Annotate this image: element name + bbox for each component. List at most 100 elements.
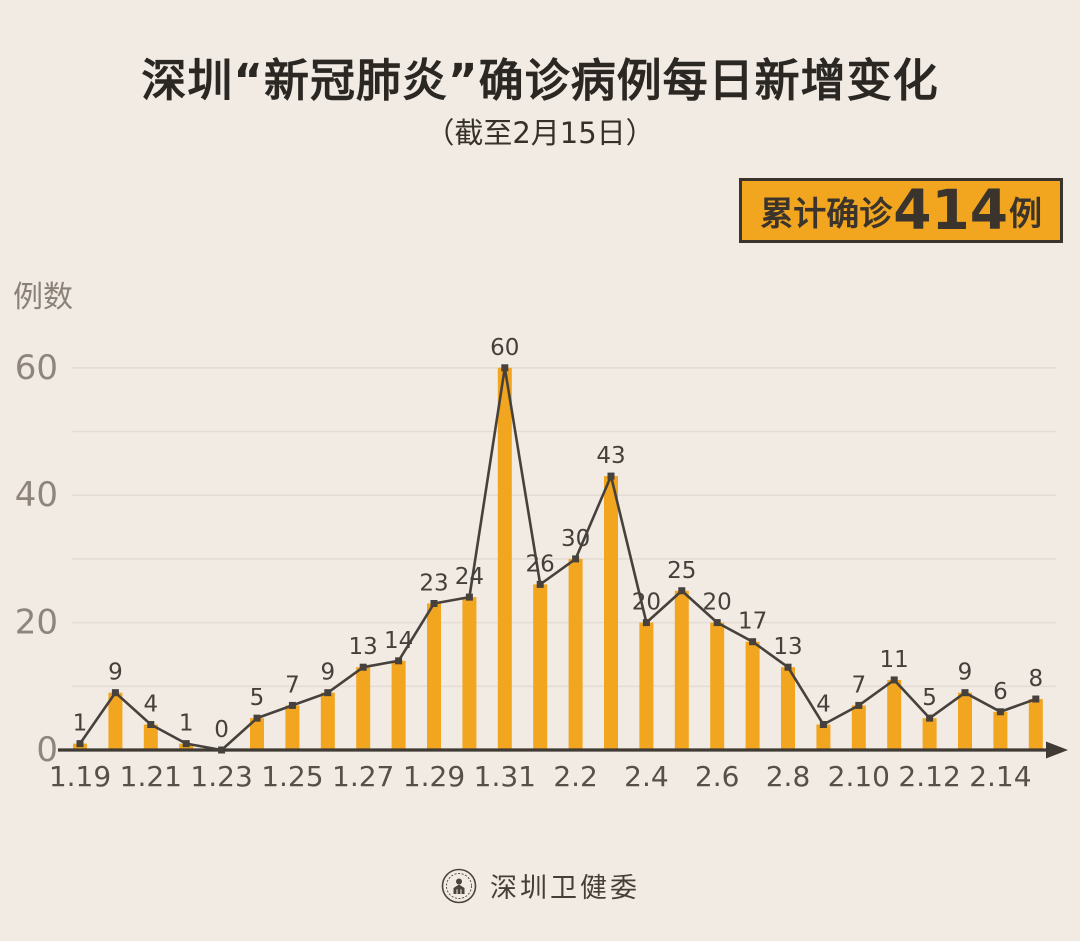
x-tick-1.21: 1.21 [120, 760, 182, 793]
bar-2.15 [1028, 699, 1043, 750]
value-label-2.4: 20 [632, 590, 661, 616]
value-label-1.20: 9 [108, 660, 123, 686]
marker-2.1 [536, 580, 544, 588]
x-tick-2.12: 2.12 [898, 760, 960, 793]
value-label-2.15: 8 [1028, 666, 1043, 692]
marker-2.13 [961, 689, 969, 697]
bar-2.14 [993, 711, 1008, 750]
x-tick-1.27: 1.27 [332, 760, 394, 793]
y-tick-0: 0 [36, 730, 58, 770]
badge-prefix-label: 累计确诊 [760, 193, 893, 233]
value-label-1.27: 13 [349, 634, 378, 660]
bar-2.2 [568, 558, 583, 750]
marker-1.27 [359, 663, 367, 671]
chart-bars [73, 367, 1043, 750]
bar-2.1 [533, 584, 548, 750]
marker-2.10 [855, 701, 863, 709]
marker-1.19 [76, 740, 84, 748]
x-tick-1.29: 1.29 [403, 760, 465, 793]
value-label-2.1: 26 [526, 551, 555, 577]
page-title: 深圳“新冠肺炎”确诊病例每日新增变化 [141, 54, 939, 107]
marker-1.22 [182, 740, 190, 748]
bar-1.24 [250, 718, 264, 750]
marker-1.23 [218, 746, 226, 754]
bar-1.25 [285, 705, 300, 750]
bar-1.20 [108, 692, 123, 750]
bar-2.9 [816, 724, 831, 750]
x-tick-2.10: 2.10 [828, 760, 890, 793]
value-label-2.6: 20 [703, 590, 732, 616]
chart-x-ticks: 1.19 1.21 1.23 1.25 1.27 1.29 1.31 2.2 2.4 2.6 2.8… [49, 760, 1032, 793]
value-label-1.26: 9 [320, 660, 335, 686]
x-tick-2.2: 2.2 [553, 760, 598, 793]
bar-1.30 [462, 597, 477, 750]
footer-org-name: 深圳卫健委 [490, 873, 640, 904]
chart-x-axis [58, 741, 1068, 759]
value-label-2.13: 9 [958, 660, 973, 686]
value-label-2.9: 4 [816, 692, 831, 718]
marker-2.11 [890, 676, 898, 684]
marker-2.12 [926, 714, 934, 722]
value-label-2.12: 5 [922, 685, 937, 711]
marker-2.7 [749, 638, 757, 646]
bar-2.8 [781, 667, 795, 750]
bar-2.5 [674, 590, 689, 750]
bar-1.28 [391, 660, 406, 750]
bar-1.31 [497, 367, 512, 750]
value-label-1.21: 4 [143, 692, 158, 718]
chart-trend-line [78, 366, 1037, 752]
marker-1.20 [111, 689, 119, 697]
x-tick-1.31: 1.31 [474, 760, 536, 793]
cumulative-total-badge: 累计确诊 414 例 [739, 178, 1063, 243]
badge-count-value: 414 [893, 178, 1008, 242]
marker-1.25 [288, 701, 296, 709]
marker-1.29 [430, 599, 438, 607]
x-tick-2.8: 2.8 [766, 760, 811, 793]
value-label-2.5: 25 [667, 558, 696, 584]
bar-2.4 [639, 622, 654, 750]
value-label-1.23: 0 [214, 717, 229, 743]
bar-2.10 [851, 705, 866, 750]
shenzhen-health-emblem-icon [441, 868, 477, 903]
chart-markers [76, 364, 1040, 754]
value-label-1.28: 14 [384, 628, 413, 654]
value-label-2.14: 6 [993, 679, 1008, 705]
marker-2.14 [996, 708, 1004, 716]
marker-1.24 [253, 714, 261, 722]
marker-2.4 [642, 619, 650, 627]
value-label-1.30: 24 [455, 564, 484, 590]
value-label-2.7: 17 [738, 609, 767, 635]
x-tick-2.6: 2.6 [695, 760, 740, 793]
footer: 深圳卫健委 [0, 866, 1080, 905]
trend-polyline [78, 366, 1037, 752]
x-tick-1.25: 1.25 [261, 760, 323, 793]
x-axis-arrow-icon [1046, 741, 1068, 759]
value-label-1.29: 23 [419, 570, 448, 596]
value-label-1.31: 60 [490, 335, 519, 361]
marker-2.3 [607, 472, 615, 480]
bar-1.27 [356, 667, 371, 750]
x-tick-2.4: 2.4 [624, 760, 669, 793]
marker-1.26 [324, 689, 332, 697]
marker-2.5 [678, 587, 686, 595]
bar-1.26 [320, 692, 335, 750]
marker-2.9 [819, 721, 827, 729]
value-label-1.25: 7 [285, 672, 300, 698]
bar-2.11 [887, 679, 902, 750]
value-label-1.22: 1 [179, 711, 194, 737]
marker-1.30 [465, 593, 473, 601]
y-axis-unit-label: 例数 [13, 280, 73, 315]
bar-2.13 [958, 692, 972, 750]
y-tick-40: 40 [15, 475, 58, 515]
bar-1.21 [143, 724, 158, 750]
chart-y-ticks: 0 20 40 60 [15, 348, 58, 770]
value-label-1.19: 1 [73, 711, 88, 737]
bar-2.7 [745, 641, 760, 750]
bar-2.6 [710, 622, 725, 750]
value-label-2.10: 7 [851, 672, 866, 698]
bar-1.29 [427, 603, 441, 750]
marker-1.31 [501, 364, 509, 372]
